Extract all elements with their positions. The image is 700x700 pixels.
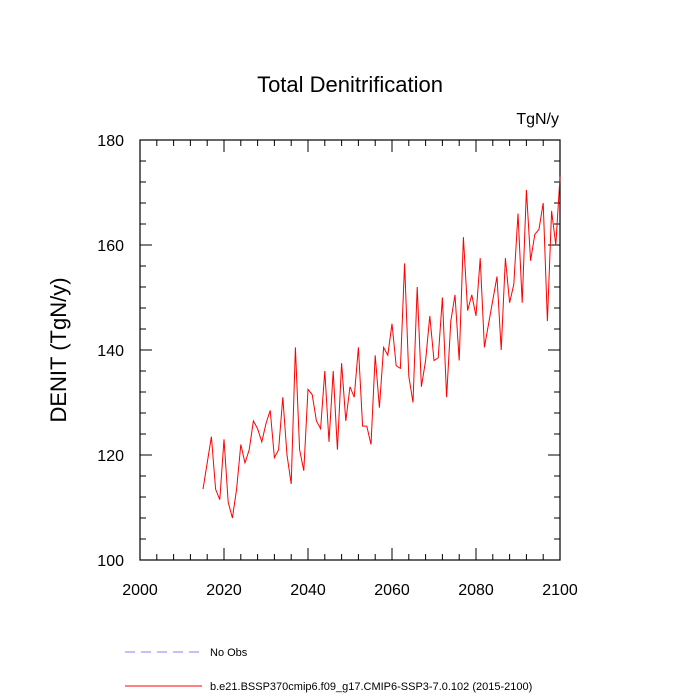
legend: No Obs b.e21.BSSP370cmip6.f09_g17.CMIP6-S… bbox=[125, 647, 532, 693]
x-tick-label: 2020 bbox=[206, 582, 242, 599]
y-tick-label: 160 bbox=[97, 238, 124, 255]
x-tick-label: 2040 bbox=[290, 582, 326, 599]
x-tick-label: 2080 bbox=[458, 582, 494, 599]
x-tick-label: 2060 bbox=[374, 582, 410, 599]
y-tick-label: 180 bbox=[97, 133, 124, 150]
legend-label-0: b.e21.BSSP370cmip6.f09_g17.CMIP6-SSP3-7.… bbox=[210, 681, 532, 693]
axis-ticks bbox=[139, 139, 561, 561]
series-layer bbox=[202, 176, 561, 519]
axis-tick-labels: 2000 2020 2040 2060 2080 2100 100 120 140 160 180 bbox=[97, 133, 578, 599]
y-tick-label: 120 bbox=[97, 448, 124, 465]
plot-frame bbox=[139, 139, 561, 561]
y-axis-label: DENIT (TgN/y) bbox=[46, 277, 71, 422]
y-tick-label: 140 bbox=[97, 343, 124, 360]
chart-title: Total Denitrification bbox=[257, 72, 443, 97]
x-tick-label: 2100 bbox=[542, 582, 578, 599]
series-line-0 bbox=[202, 176, 561, 519]
units-label: TgN/y bbox=[516, 111, 559, 128]
x-tick-label: 2000 bbox=[122, 582, 158, 599]
y-tick-label: 100 bbox=[97, 553, 124, 570]
legend-label-1: No Obs bbox=[210, 647, 248, 659]
